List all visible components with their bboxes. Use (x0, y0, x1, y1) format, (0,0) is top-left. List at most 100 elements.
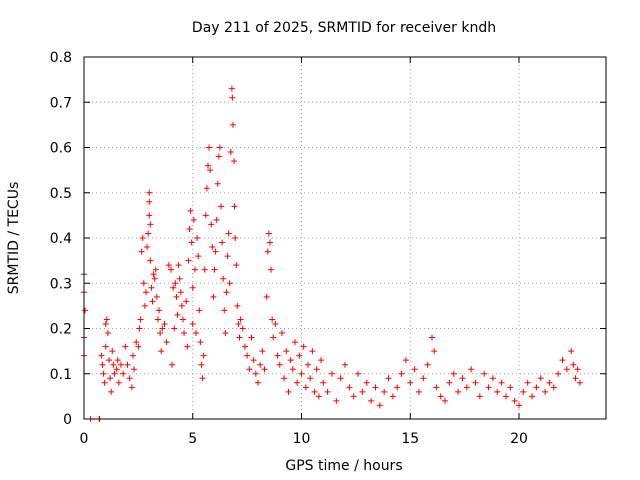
data-point (359, 388, 366, 395)
data-point (183, 298, 190, 305)
data-point (291, 339, 298, 346)
data-point (101, 379, 108, 386)
data-point (199, 375, 206, 382)
data-point (342, 361, 348, 368)
y-tick-label: 0.2 (50, 322, 72, 338)
data-point (176, 275, 183, 282)
data-point (241, 343, 248, 350)
data-point (570, 361, 577, 368)
data-point (233, 262, 240, 269)
data-point (281, 375, 288, 382)
data-point (185, 257, 192, 264)
x-tick-label: 15 (401, 431, 419, 447)
data-point (106, 357, 113, 364)
data-point (442, 397, 449, 404)
data-point (555, 370, 562, 377)
data-point (159, 325, 166, 332)
data-point (313, 366, 320, 373)
data-point (283, 348, 290, 355)
data-point (350, 393, 357, 400)
data-point (206, 144, 213, 151)
data-point (276, 361, 283, 368)
data-point (177, 289, 184, 296)
data-point (263, 293, 270, 300)
x-axis-title: GPS time / hours (285, 458, 402, 474)
data-point (265, 230, 272, 237)
data-point (194, 235, 201, 241)
data-point (572, 375, 579, 382)
data-point (188, 239, 195, 246)
data-point (195, 253, 202, 260)
data-point (168, 266, 174, 273)
data-point (150, 271, 157, 278)
data-point (381, 388, 388, 395)
data-point (300, 343, 307, 350)
data-point (568, 348, 575, 355)
x-tick-label: 10 (293, 431, 311, 447)
data-point (237, 316, 244, 323)
y-tick-label: 0.6 (50, 141, 72, 157)
data-point (102, 320, 109, 327)
data-point (174, 311, 181, 318)
y-tick-label: 0.5 (50, 186, 72, 202)
data-point (229, 121, 236, 128)
data-point (239, 325, 246, 332)
data-point (236, 334, 243, 341)
data-point (131, 366, 138, 373)
data-point (318, 357, 325, 364)
data-point (157, 330, 164, 337)
data-point (142, 289, 149, 296)
data-point (135, 343, 142, 350)
x-tick-label: 0 (80, 431, 89, 447)
data-point (266, 239, 273, 246)
data-point (498, 379, 505, 386)
data-point (376, 402, 383, 409)
data-point (252, 370, 259, 377)
data-point (170, 284, 177, 291)
data-point (420, 375, 427, 382)
y-tick-label: 0.8 (50, 50, 72, 66)
data-point (111, 370, 118, 377)
data-point (190, 216, 197, 223)
data-point (494, 388, 501, 395)
data-point (181, 330, 188, 337)
data-point (309, 348, 316, 355)
axis-ticks: 0 5 10 15 20 0 0.1 0.2 0.3 0.4 0.5 0.6 0.7 0.8 (50, 50, 606, 447)
data-point (100, 370, 107, 377)
data-point (216, 144, 223, 151)
data-point (219, 239, 226, 246)
data-point (255, 379, 261, 386)
data-point (151, 275, 158, 282)
data-point (524, 379, 531, 386)
y-axis-title: SRMTID / TECUs (6, 182, 22, 295)
x-tick-label: 5 (188, 431, 197, 447)
data-point (154, 316, 161, 323)
data-point (141, 302, 148, 309)
data-point (315, 393, 322, 400)
data-point (231, 203, 238, 210)
data-point (171, 325, 178, 332)
data-point (161, 320, 168, 327)
data-point (459, 375, 466, 382)
data-point (224, 253, 231, 260)
data-point (113, 366, 120, 373)
data-point (147, 221, 154, 228)
data-point (229, 94, 236, 101)
data-point (102, 343, 109, 350)
data-point (511, 397, 518, 404)
data-point (147, 257, 154, 264)
data-point (156, 307, 163, 314)
data-point (193, 330, 200, 337)
data-point (272, 320, 279, 327)
data-point (502, 393, 509, 400)
data-point (104, 330, 111, 337)
data-point (576, 379, 583, 386)
x-tick-label: 20 (510, 431, 528, 447)
data-point (298, 370, 305, 377)
data-point (82, 307, 89, 314)
data-point (328, 370, 335, 377)
data-point (137, 316, 144, 323)
data-point (198, 361, 205, 368)
data-point (115, 379, 122, 386)
data-point (363, 379, 370, 386)
